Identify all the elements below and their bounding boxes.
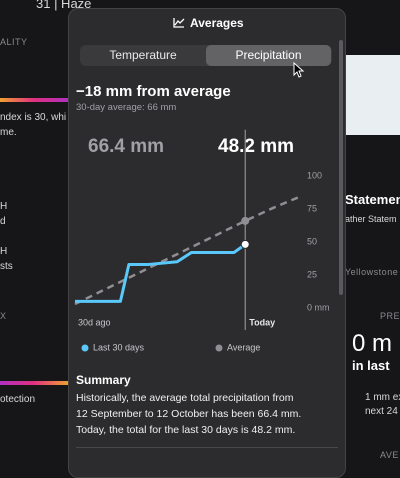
- y-tick-label: 100: [307, 170, 322, 180]
- chart: 0 mm 25 50 75 100 30d ago Today Last 30 days Ave…: [74, 129, 330, 352]
- bg-text: sts: [0, 261, 13, 272]
- heading: −18 mm from average: [76, 83, 231, 100]
- bg-text: otection: [0, 394, 36, 405]
- summary: Historically, the average total precipit…: [76, 390, 301, 438]
- bg-text: AVE: [380, 450, 399, 460]
- average-line: [74, 194, 303, 306]
- series-line: [75, 243, 247, 303]
- bg-text: Yellowstone N: [345, 267, 400, 277]
- bg-text: ALITY: [0, 37, 28, 47]
- current-readout: 48.2 mm: [218, 136, 295, 157]
- y-tick-label: 75: [307, 203, 317, 213]
- averages-panel: [68, 8, 346, 478]
- bg-text: H: [0, 246, 8, 257]
- panel-title-text: Averages: [190, 16, 244, 30]
- subheading: 30-day average: 66 mm: [76, 102, 177, 113]
- bg-text: 0 m: [352, 330, 393, 357]
- legend-dot: [215, 344, 223, 352]
- summary-line: 12 September to 12 October has been 66.4…: [76, 408, 302, 420]
- x-label: 30d ago: [78, 317, 111, 327]
- legend-label: Last 30 days: [93, 342, 145, 352]
- bg-text: ndex is 30, whi: [0, 112, 67, 123]
- average-readout: 66.4 mm: [88, 136, 165, 157]
- bg-text: 1 mm ex: [365, 392, 400, 403]
- bg-text: d: [0, 216, 6, 227]
- y-tick-label: 25: [307, 269, 317, 279]
- legend-label: Average: [227, 342, 260, 352]
- segmented-control: Temperature Precipitation: [80, 45, 332, 66]
- bg-bar: [0, 381, 68, 385]
- bg-text: PRE: [380, 311, 400, 321]
- tab[interactable]: Temperature: [109, 48, 177, 62]
- bg-text: H: [0, 201, 8, 212]
- current-dot: [240, 239, 250, 249]
- bg-bar: [0, 98, 68, 102]
- summary-line: Historically, the average total precipit…: [76, 392, 294, 404]
- bg-text: in last: [352, 358, 390, 373]
- legend-dot: [81, 344, 89, 352]
- bg-text: 31 | Haze: [36, 0, 92, 11]
- bg-map: [346, 55, 400, 135]
- y-tick-label: 50: [307, 236, 317, 246]
- summary-title: Summary: [76, 373, 131, 387]
- bg-text: next 24: [365, 406, 398, 417]
- summary-line: Today, the total for the last 30 days is…: [76, 424, 296, 436]
- x-label: Today: [249, 317, 275, 327]
- divider: [76, 447, 338, 448]
- cursor: [293, 62, 305, 78]
- y-tick-label: 0 mm: [307, 302, 330, 312]
- bg-text: ather Statem: [345, 214, 397, 224]
- bg-text: Statemen: [345, 192, 400, 207]
- scrollbar: [339, 40, 343, 295]
- average-dot: [241, 216, 250, 225]
- bg-text: X: [0, 311, 7, 321]
- bg-text: me.: [0, 127, 17, 138]
- chart-icon: [173, 18, 185, 28]
- panel-title: Averages: [173, 16, 244, 30]
- tab-selected[interactable]: Precipitation: [206, 45, 331, 66]
